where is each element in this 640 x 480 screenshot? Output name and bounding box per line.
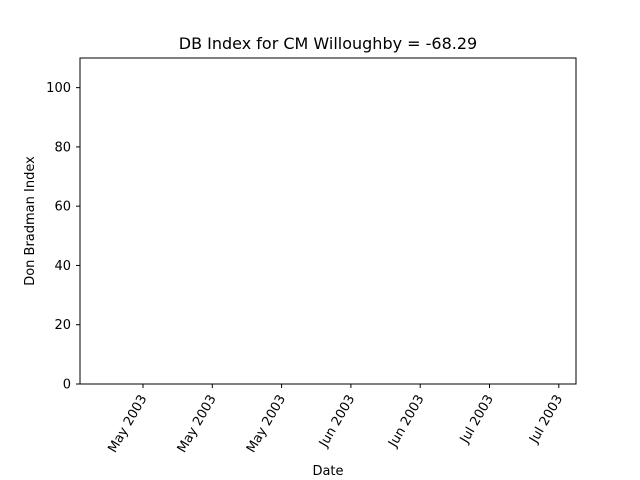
x-tick-label: Jul 2003 [457, 393, 497, 447]
x-tick-label: Jun 2003 [316, 393, 358, 451]
plot-area-frame [79, 57, 577, 385]
y-tick-label: 100 [46, 81, 71, 96]
x-axis-label: Date [312, 464, 343, 479]
x-tick-label: May 2003 [105, 393, 150, 456]
y-tick-label: 20 [54, 318, 71, 333]
y-axis: 0 20 40 60 80 100 [46, 81, 80, 393]
x-axis: May 2003 May 2003 May 2003 Jun 2003 Jun 2003… [105, 384, 566, 456]
y-tick-label: 60 [54, 200, 71, 215]
x-tick-label: May 2003 [244, 393, 289, 456]
y-axis-label: Don Bradman Index [23, 156, 38, 286]
y-tick-label: 40 [54, 259, 71, 274]
y-tick-label: 0 [63, 378, 71, 393]
chart-title: DB Index for CM Willoughby = -68.29 [179, 34, 477, 53]
x-tick-label: Jul 2003 [526, 393, 566, 447]
x-tick-label: Jun 2003 [385, 393, 427, 451]
y-tick-label: 80 [54, 140, 71, 155]
x-tick-label: May 2003 [175, 393, 220, 456]
